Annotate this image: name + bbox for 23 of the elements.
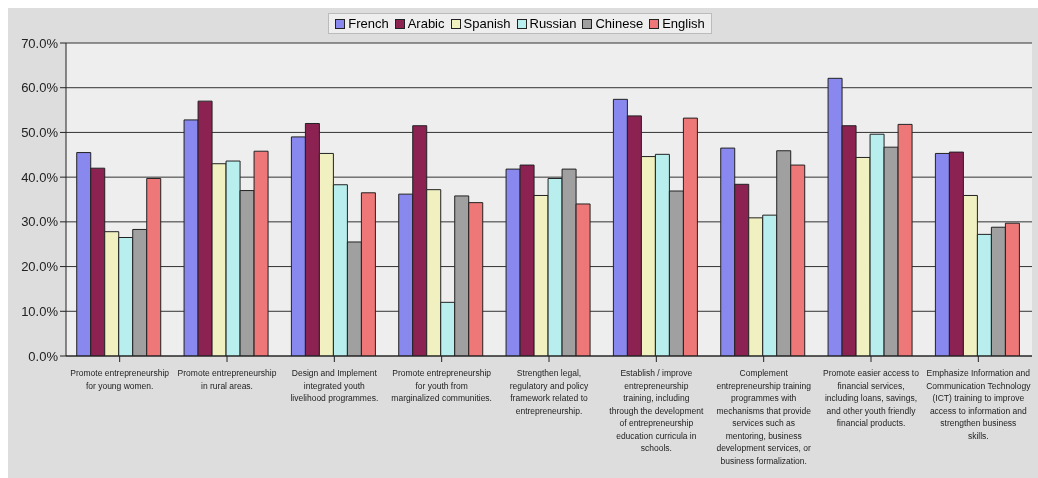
x-tick-label: Promote easier access to financial services, including loans, savings, and other youth friendly financial products. bbox=[823, 368, 920, 428]
x-tick-label: Promote entrepreneurship for youth from marginalized communities. bbox=[391, 368, 492, 403]
legend-label: Chinese bbox=[594, 16, 644, 31]
y-tick-label: 50.0% bbox=[21, 125, 59, 141]
y-tick-label: 10.0% bbox=[21, 303, 59, 319]
y-tick-label: 0.0% bbox=[28, 348, 59, 364]
legend-label: Arabic bbox=[406, 16, 445, 31]
x-tick-label: Promote entrepreneurship in rural areas. bbox=[177, 368, 277, 391]
y-tick-label: 20.0% bbox=[21, 259, 59, 275]
y-tick-label: 60.0% bbox=[21, 80, 59, 96]
x-tick-label: Design and Implement integrated youth livelihood programmes. bbox=[290, 368, 379, 403]
x-tick-label: Establish / improve entrepreneurship training, including through the development of entrepreneurship education curricula in schools. bbox=[609, 368, 704, 453]
legend-label: Spanish bbox=[462, 16, 511, 31]
y-tick-label: 40.0% bbox=[21, 169, 59, 185]
x-tick-label: Complement entrepreneurship training programmes with mechanisms that provide services such as mentoring, business development services, or business formalization. bbox=[716, 368, 812, 466]
legend-label: Russian bbox=[528, 16, 577, 31]
x-tick-label: Emphasize Information and Communication Technology (ICT) training to improve access to information and strengthen business skills. bbox=[926, 368, 1032, 441]
legend-label: English bbox=[661, 16, 705, 31]
x-tick-label: Strengthen legal, regulatory and policy framework related to entrepreneurship. bbox=[509, 368, 589, 416]
y-tick-label: 30.0% bbox=[21, 214, 59, 230]
x-tick-label: Promote entrepreneurship for young women. bbox=[70, 368, 170, 391]
y-tick-label: 70.0% bbox=[21, 35, 59, 51]
legend-label: French bbox=[347, 16, 389, 31]
